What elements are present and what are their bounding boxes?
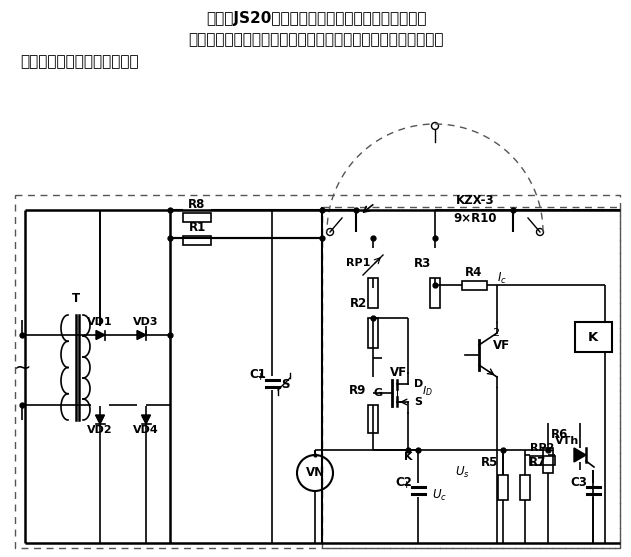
Text: R1: R1 [189, 221, 206, 233]
Polygon shape [574, 448, 586, 462]
Text: S: S [281, 379, 289, 392]
Bar [183, 236, 211, 245]
Polygon shape [96, 330, 105, 340]
Bar [462, 281, 487, 290]
Text: $I_c$: $I_c$ [497, 271, 507, 286]
Text: VD2: VD2 [87, 425, 113, 435]
Text: R4: R4 [465, 266, 483, 278]
Text: 2: 2 [492, 328, 500, 338]
Text: $U_c$: $U_c$ [432, 487, 447, 502]
Bar [520, 475, 530, 500]
Text: T: T [72, 291, 80, 305]
Polygon shape [95, 415, 105, 424]
Text: VD3: VD3 [133, 317, 159, 327]
Bar [183, 213, 211, 222]
Text: R6: R6 [551, 428, 569, 442]
Text: K: K [404, 452, 412, 462]
Text: +: + [402, 480, 411, 490]
Text: C1: C1 [250, 369, 266, 382]
Bar [368, 318, 378, 348]
Text: S: S [414, 397, 422, 407]
Text: RP1: RP1 [346, 258, 370, 268]
Text: 晶闸管，而且是通电延时型。: 晶闸管，而且是通电延时型。 [20, 55, 139, 70]
Bar [368, 278, 378, 308]
Bar [368, 405, 378, 433]
Text: $I_D$: $I_D$ [422, 384, 433, 398]
Text: VD4: VD4 [133, 425, 159, 435]
Text: KZX-3: KZX-3 [456, 193, 494, 207]
Text: 所示为JS20型系列晶体管时间继电器所用场效应管: 所示为JS20型系列晶体管时间继电器所用场效应管 [206, 11, 427, 26]
Bar [530, 456, 555, 465]
Polygon shape [141, 415, 151, 424]
Text: R3: R3 [413, 257, 430, 270]
Text: C3: C3 [570, 476, 587, 488]
Text: C2: C2 [396, 476, 413, 488]
Text: G: G [374, 388, 382, 398]
Text: VN: VN [305, 467, 324, 480]
Text: VF: VF [389, 367, 406, 379]
Text: ~: ~ [13, 358, 31, 378]
Bar [498, 475, 508, 500]
Text: R2: R2 [350, 296, 367, 310]
Text: D: D [414, 379, 423, 389]
Text: R7: R7 [529, 456, 546, 468]
Bar [575, 322, 612, 352]
Text: VF: VF [492, 339, 510, 351]
Bar [543, 448, 553, 473]
Text: R9: R9 [350, 384, 367, 398]
Text: R5: R5 [481, 456, 498, 468]
Text: VTh: VTh [555, 436, 579, 446]
Text: R8: R8 [188, 198, 206, 211]
Text: VD1: VD1 [87, 317, 113, 327]
Text: K: K [588, 330, 598, 344]
Polygon shape [137, 330, 146, 340]
Text: RP2: RP2 [530, 443, 554, 453]
Text: 9×R10: 9×R10 [453, 212, 497, 224]
Text: 通电延时电路。继电器的特点是采用场效应管、带单结晶体管和: 通电延时电路。继电器的特点是采用场效应管、带单结晶体管和 [188, 32, 444, 47]
Text: $U_s$: $U_s$ [455, 465, 469, 480]
Text: +: + [256, 373, 265, 383]
Bar [430, 278, 440, 308]
